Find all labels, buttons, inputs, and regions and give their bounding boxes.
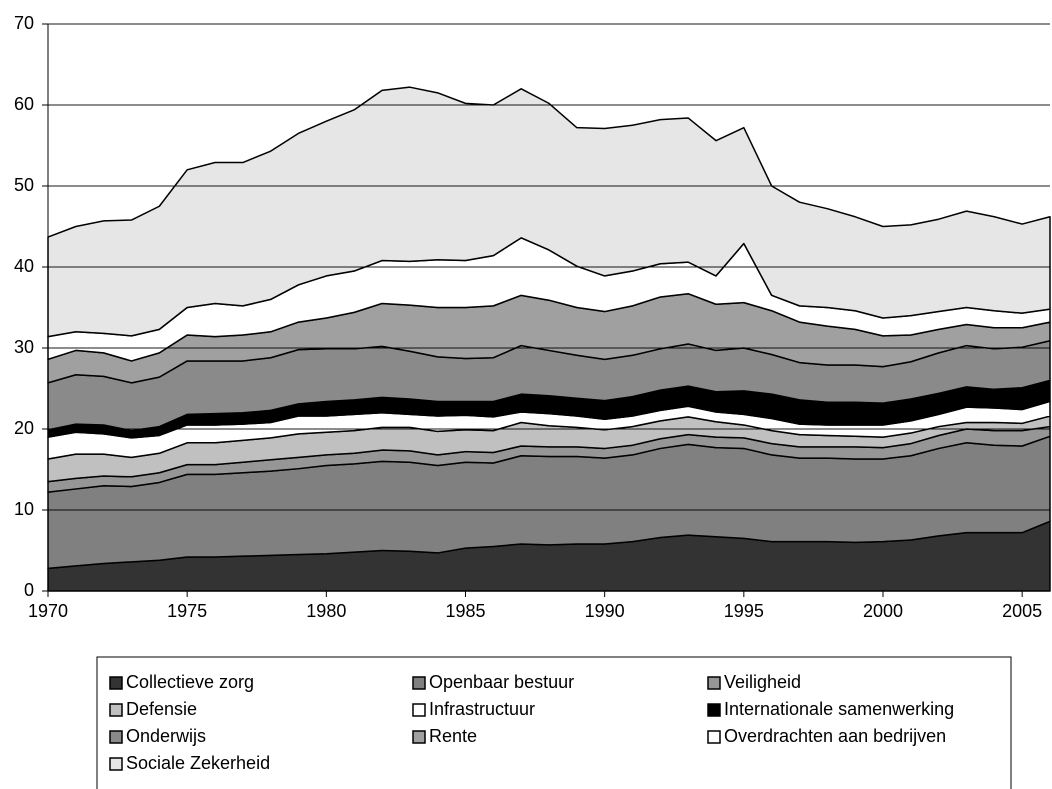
legend-swatch <box>412 703 426 717</box>
legend-label: Defensie <box>126 699 197 719</box>
legend-swatch <box>412 676 426 690</box>
legend-swatch <box>109 757 123 771</box>
legend-swatch <box>412 730 426 744</box>
y-tick-label: 50 <box>14 175 34 195</box>
legend-swatch <box>707 730 721 744</box>
legend-label: Overdrachten aan bedrijven <box>724 726 946 746</box>
x-tick-label: 1980 <box>306 601 346 621</box>
x-tick-label: 1995 <box>724 601 764 621</box>
y-tick-label: 30 <box>14 337 34 357</box>
x-tick-label: 1985 <box>445 601 485 621</box>
x-tick-label: 1970 <box>28 601 68 621</box>
legend-swatch <box>707 703 721 717</box>
x-tick-label: 2005 <box>1002 601 1042 621</box>
legend-label: Infrastructuur <box>429 699 535 719</box>
legend-label: Rente <box>429 726 477 746</box>
legend-label: Internationale samenwerking <box>724 699 954 719</box>
y-tick-label: 70 <box>14 13 34 33</box>
legend-label: Openbaar bestuur <box>429 672 574 692</box>
y-tick-label: 40 <box>14 256 34 276</box>
y-tick-label: 20 <box>14 418 34 438</box>
legend-label: Veiligheid <box>724 672 801 692</box>
legend-swatch <box>109 730 123 744</box>
x-tick-label: 1990 <box>585 601 625 621</box>
legend-swatch <box>109 703 123 717</box>
x-tick-label: 1975 <box>167 601 207 621</box>
y-tick-label: 10 <box>14 499 34 519</box>
legend-label: Collectieve zorg <box>126 672 254 692</box>
legend-label: Sociale Zekerheid <box>126 753 270 773</box>
legend-label: Onderwijs <box>126 726 206 746</box>
legend-swatch <box>109 676 123 690</box>
legend-swatch <box>707 676 721 690</box>
area <box>47 86 1051 338</box>
legend-box <box>96 656 1012 789</box>
x-tick-label: 2000 <box>863 601 903 621</box>
y-tick-label: 0 <box>24 580 34 600</box>
y-tick-label: 60 <box>14 94 34 114</box>
